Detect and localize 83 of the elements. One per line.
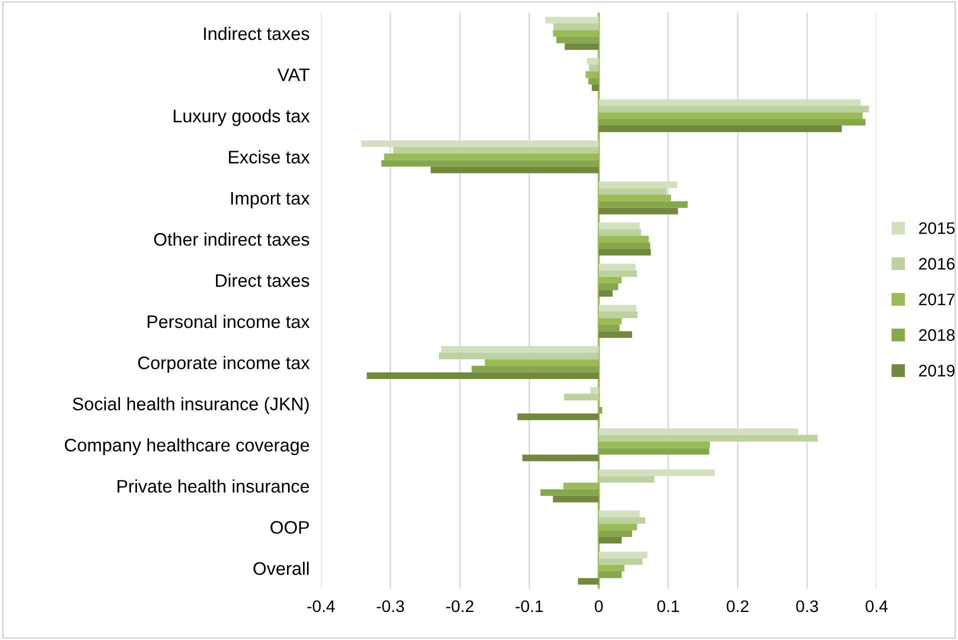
- bar: [393, 146, 599, 154]
- x-tick-label: 0: [594, 600, 603, 612]
- x-tick-label: 0.2: [726, 600, 748, 612]
- bar: [598, 476, 654, 483]
- bar: [598, 118, 866, 126]
- bar: [598, 311, 638, 318]
- bar: [598, 284, 618, 290]
- bar: [441, 346, 599, 353]
- x-tick-label: 0.4: [866, 600, 888, 612]
- bar: [564, 394, 599, 400]
- bar: [430, 166, 599, 174]
- bar: [564, 43, 599, 50]
- bar: [589, 64, 599, 72]
- bar: [552, 496, 599, 502]
- legend-label: 2015: [919, 222, 955, 234]
- legend-label: 2017: [919, 294, 954, 306]
- bar: [517, 414, 599, 420]
- bar: [545, 16, 599, 24]
- bar: [598, 106, 869, 112]
- bar: [598, 428, 798, 435]
- bar: [588, 78, 599, 84]
- legend-label: 2019: [919, 364, 955, 377]
- bar: [598, 530, 632, 537]
- x-tick-label: 0.3: [796, 600, 818, 612]
- y-tick-label: Overall: [253, 562, 309, 575]
- bar: [598, 242, 650, 249]
- bar: [472, 366, 599, 372]
- y-tick-label: Social health insurance (JKN): [72, 397, 309, 414]
- bar: [540, 489, 599, 496]
- y-tick-label: Luxury goods tax: [174, 109, 310, 126]
- bar: [598, 448, 710, 455]
- bar: [598, 248, 651, 256]
- bar: [598, 469, 715, 476]
- bar: [598, 264, 636, 270]
- bar: [598, 434, 818, 442]
- bar: [592, 84, 599, 91]
- bar: [598, 270, 637, 277]
- bar: [598, 181, 678, 188]
- bar: [598, 331, 632, 338]
- y-tick-label: Indirect taxes: [204, 26, 310, 40]
- bar: [598, 510, 640, 518]
- bar: [598, 517, 646, 524]
- bar: [598, 552, 648, 558]
- bar: [598, 188, 667, 195]
- y-tick-label: Company healthcare coverage: [64, 438, 310, 456]
- x-tick-label: -0.3: [376, 600, 404, 612]
- bar: [598, 201, 688, 208]
- x-tick-label: -0.2: [446, 600, 474, 612]
- bar: [522, 454, 599, 462]
- bar: [598, 99, 861, 106]
- bar: [590, 387, 599, 394]
- bar: [598, 229, 642, 236]
- legend-label: 2016: [919, 258, 955, 270]
- bar: [598, 536, 622, 544]
- x-tick-label: 0.1: [657, 600, 679, 612]
- y-tick-label: VAT: [277, 68, 310, 82]
- bar: [598, 290, 613, 297]
- bar: [439, 352, 599, 360]
- y-tick-label: Corporate income tax: [138, 356, 310, 373]
- bar: [366, 372, 599, 379]
- bar: [598, 572, 622, 578]
- y-tick-label: Direct taxes: [216, 274, 310, 287]
- bar: [598, 324, 620, 332]
- y-tick-label: Excise tax: [229, 150, 310, 164]
- bar: [598, 304, 636, 312]
- y-tick-label: Personal income tax: [148, 314, 310, 328]
- y-tick-label: Other indirect taxes: [154, 232, 310, 246]
- bar: [598, 126, 842, 132]
- x-tick-label: -0.4: [307, 600, 335, 612]
- y-tick-label: Import tax: [231, 192, 310, 208]
- bar: [554, 23, 599, 30]
- bar: [361, 140, 599, 147]
- bar: [598, 208, 678, 214]
- bar: [598, 222, 640, 230]
- bar: [556, 36, 599, 44]
- bar: [381, 160, 599, 167]
- bar: [586, 58, 599, 65]
- y-tick-label: Private health insurance: [118, 479, 310, 493]
- bar: [578, 578, 599, 585]
- x-tick-label: -0.1: [516, 600, 543, 612]
- y-tick-label: OOP: [270, 521, 309, 534]
- bar: [598, 558, 643, 565]
- legend-label: 2018: [919, 329, 955, 341]
